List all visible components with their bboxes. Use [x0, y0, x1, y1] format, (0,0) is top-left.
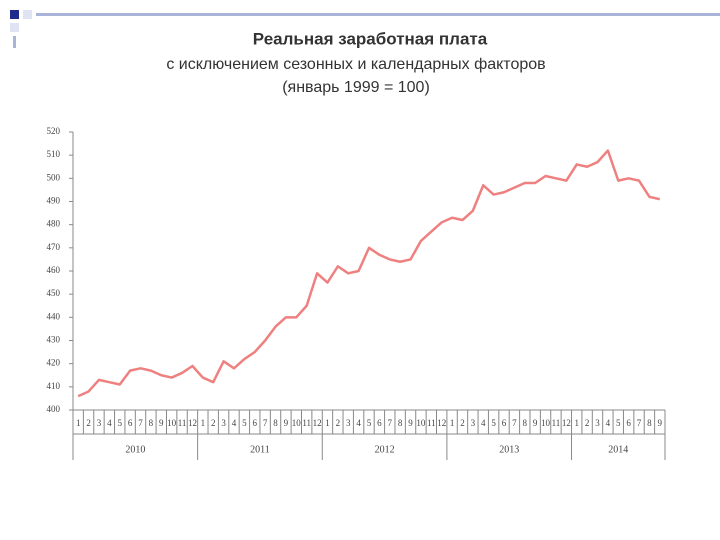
y-tick-label: 410 — [47, 381, 61, 391]
y-tick-label: 470 — [47, 242, 61, 252]
y-tick-label: 520 — [47, 126, 61, 136]
x-tick-label: 9 — [658, 418, 663, 428]
x-tick-label: 8 — [398, 418, 403, 428]
top-rule — [36, 13, 720, 16]
x-tick-label: 6 — [128, 418, 133, 428]
y-tick-label: 500 — [47, 172, 61, 182]
x-tick-label: 12 — [188, 418, 197, 428]
x-tick-label: 1 — [450, 418, 455, 428]
x-tick-label: 11 — [552, 418, 561, 428]
x-tick-label: 6 — [377, 418, 382, 428]
year-label: 2011 — [250, 444, 270, 455]
x-tick-label: 3 — [471, 418, 476, 428]
x-tick-label: 2 — [585, 418, 590, 428]
x-tick-label: 2 — [460, 418, 465, 428]
x-tick-label: 8 — [523, 418, 528, 428]
y-tick-label: 430 — [47, 335, 61, 345]
year-label: 2012 — [375, 444, 395, 455]
x-tick-label: 7 — [637, 418, 642, 428]
x-tick-label: 7 — [263, 418, 268, 428]
x-tick-label: 4 — [232, 418, 237, 428]
bullet-square — [10, 10, 19, 19]
x-tick-label: 12 — [437, 418, 446, 428]
x-tick-label: 7 — [388, 418, 393, 428]
x-tick-label: 8 — [273, 418, 278, 428]
x-tick-label: 2 — [336, 418, 341, 428]
chart-title: Реальная заработная плата — [253, 29, 488, 48]
x-tick-label: 5 — [616, 418, 621, 428]
x-tick-label: 4 — [107, 418, 112, 428]
x-tick-label: 5 — [491, 418, 496, 428]
y-tick-label: 420 — [47, 358, 61, 368]
chart-subtitle: (январь 1999 = 100) — [282, 79, 430, 96]
x-tick-label: 3 — [221, 418, 226, 428]
x-tick-label: 11 — [302, 418, 311, 428]
x-tick-label: 1 — [574, 418, 579, 428]
x-tick-label: 10 — [541, 418, 551, 428]
x-tick-label: 6 — [253, 418, 258, 428]
x-tick-label: 12 — [562, 418, 571, 428]
x-tick-label: 11 — [178, 418, 187, 428]
x-tick-label: 1 — [201, 418, 206, 428]
x-tick-label: 9 — [408, 418, 413, 428]
x-tick-label: 10 — [167, 418, 177, 428]
x-tick-label: 4 — [356, 418, 361, 428]
x-tick-label: 9 — [159, 418, 164, 428]
x-tick-label: 4 — [481, 418, 486, 428]
x-tick-label: 10 — [292, 418, 302, 428]
x-tick-label: 5 — [367, 418, 372, 428]
x-tick-label: 11 — [427, 418, 436, 428]
y-tick-label: 440 — [47, 311, 61, 321]
x-tick-label: 7 — [138, 418, 143, 428]
x-tick-label: 7 — [512, 418, 517, 428]
x-tick-label: 9 — [284, 418, 289, 428]
y-tick-label: 460 — [47, 265, 61, 275]
y-tick-label: 400 — [47, 404, 61, 414]
x-tick-label: 2 — [211, 418, 216, 428]
x-tick-label: 6 — [626, 418, 631, 428]
side-rule — [13, 36, 16, 48]
x-tick-label: 1 — [325, 418, 330, 428]
x-tick-label: 3 — [97, 418, 102, 428]
x-tick-label: 8 — [149, 418, 154, 428]
x-tick-label: 12 — [313, 418, 322, 428]
x-tick-label: 3 — [346, 418, 351, 428]
bullet-square — [10, 23, 19, 32]
year-label: 2013 — [499, 444, 519, 455]
y-tick-label: 510 — [47, 149, 61, 159]
year-label: 2010 — [125, 444, 145, 455]
y-tick-label: 450 — [47, 288, 61, 298]
x-tick-label: 1 — [76, 418, 81, 428]
x-tick-label: 10 — [416, 418, 426, 428]
x-tick-label: 8 — [647, 418, 652, 428]
x-tick-label: 4 — [606, 418, 611, 428]
chart-subtitle: с исключением сезонных и календарных фак… — [166, 56, 545, 73]
x-tick-label: 9 — [533, 418, 538, 428]
x-tick-label: 5 — [242, 418, 247, 428]
x-tick-label: 2 — [86, 418, 91, 428]
x-tick-label: 5 — [117, 418, 122, 428]
year-label: 2014 — [608, 444, 628, 455]
x-tick-label: 3 — [595, 418, 600, 428]
y-tick-label: 490 — [47, 196, 61, 206]
x-tick-label: 6 — [502, 418, 507, 428]
bullet-square — [23, 10, 32, 19]
data-line — [77, 149, 661, 398]
y-tick-label: 480 — [47, 219, 61, 229]
